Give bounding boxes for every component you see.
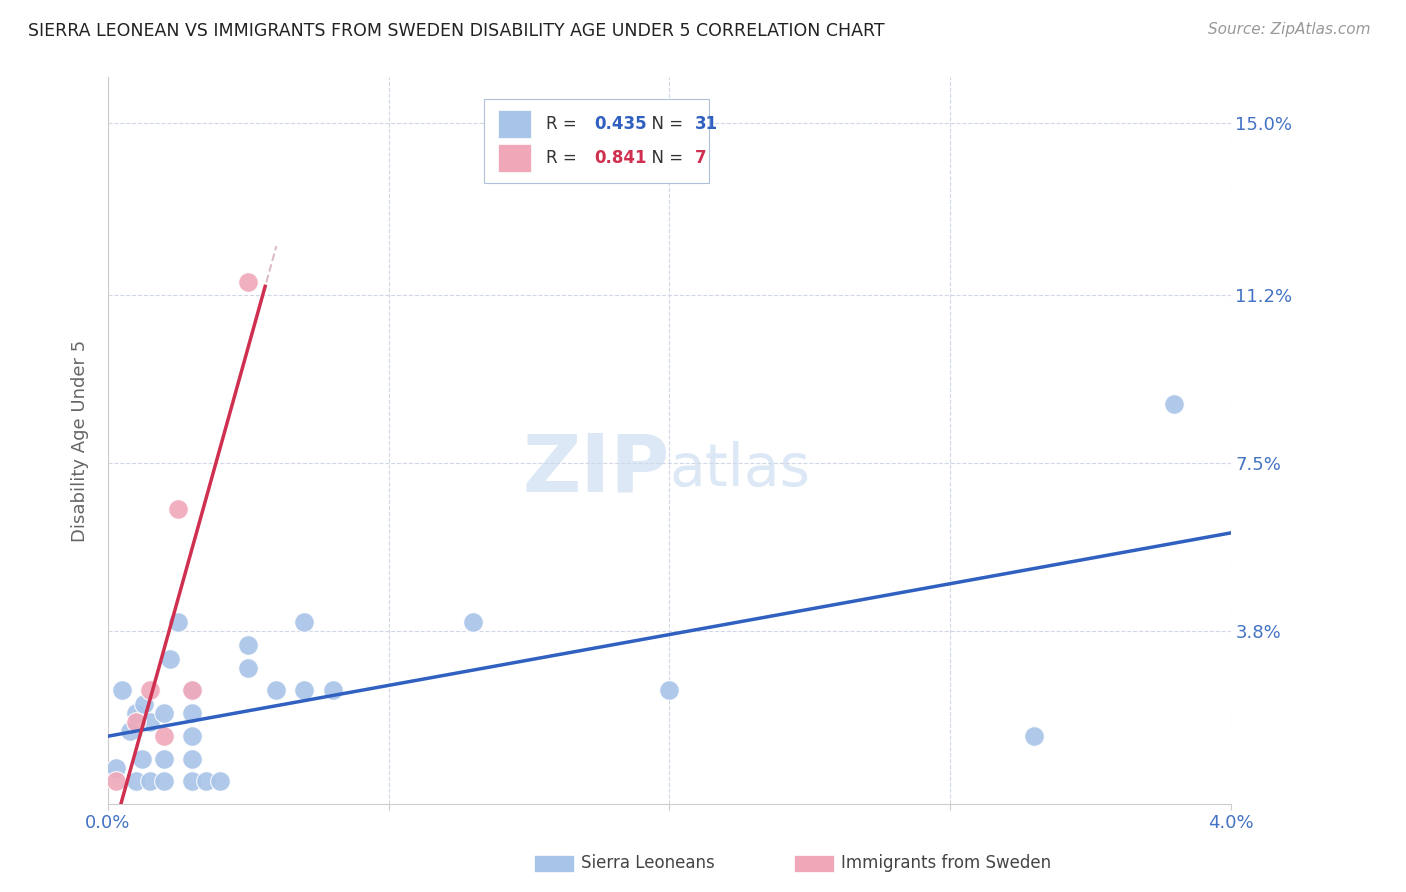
Point: [139, 715, 162, 730]
Point: [159, 651, 181, 665]
Point: [181, 706, 204, 721]
Point: [238, 638, 260, 652]
Point: [181, 774, 204, 789]
Point: [125, 774, 148, 789]
Point: [167, 501, 190, 516]
Point: [461, 615, 484, 630]
Point: [111, 683, 134, 698]
Point: [181, 751, 204, 765]
Y-axis label: Disability Age Under 5: Disability Age Under 5: [72, 340, 89, 541]
Text: N =: N =: [641, 115, 689, 133]
Point: [294, 615, 316, 630]
Point: [209, 774, 232, 789]
Point: [131, 751, 153, 765]
Point: [1163, 397, 1185, 411]
Text: Source: ZipAtlas.com: Source: ZipAtlas.com: [1208, 22, 1371, 37]
Text: R =: R =: [546, 115, 582, 133]
Point: [266, 683, 288, 698]
Point: [153, 706, 176, 721]
Point: [167, 615, 190, 630]
FancyBboxPatch shape: [484, 99, 709, 183]
FancyBboxPatch shape: [498, 110, 531, 137]
Point: [153, 774, 176, 789]
Text: N =: N =: [641, 149, 689, 167]
Point: [238, 661, 260, 675]
Text: 0.435: 0.435: [595, 115, 647, 133]
Point: [321, 683, 343, 698]
Text: Sierra Leoneans: Sierra Leoneans: [581, 855, 714, 872]
Point: [139, 774, 162, 789]
Point: [105, 761, 128, 775]
Text: 7: 7: [695, 149, 707, 167]
Point: [120, 724, 142, 739]
Point: [294, 683, 316, 698]
Point: [238, 275, 260, 289]
Text: SIERRA LEONEAN VS IMMIGRANTS FROM SWEDEN DISABILITY AGE UNDER 5 CORRELATION CHAR: SIERRA LEONEAN VS IMMIGRANTS FROM SWEDEN…: [28, 22, 884, 40]
Point: [125, 715, 148, 730]
Point: [134, 697, 156, 711]
Point: [181, 683, 204, 698]
FancyBboxPatch shape: [498, 145, 531, 172]
Point: [658, 683, 681, 698]
Point: [125, 706, 148, 721]
Text: R =: R =: [546, 149, 582, 167]
Point: [195, 774, 218, 789]
Text: 31: 31: [695, 115, 718, 133]
Text: ZIP: ZIP: [522, 431, 669, 508]
Point: [181, 729, 204, 743]
Point: [181, 683, 204, 698]
Point: [105, 774, 128, 789]
Point: [153, 729, 176, 743]
Text: 0.841: 0.841: [595, 149, 647, 167]
Text: Immigrants from Sweden: Immigrants from Sweden: [841, 855, 1050, 872]
Point: [1024, 729, 1046, 743]
Point: [139, 683, 162, 698]
Point: [153, 751, 176, 765]
Text: atlas: atlas: [669, 442, 810, 499]
